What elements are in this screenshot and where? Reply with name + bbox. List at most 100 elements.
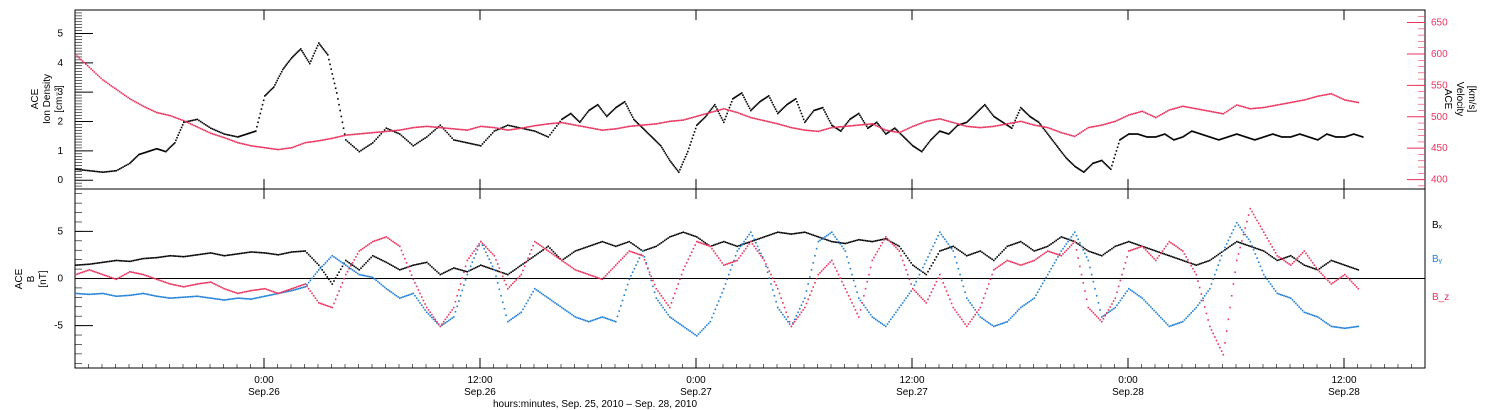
bfield-point [326,276,329,278]
bfield-point [814,234,816,237]
density-point [683,158,686,161]
bfield-point [630,274,632,277]
bfield-point [496,282,499,284]
velocity-point [127,96,129,99]
density-point [1143,135,1146,138]
bfield-point [960,251,963,254]
bfield-point [485,251,487,254]
density-point [215,129,217,132]
velocity-point [1330,92,1333,95]
bfield-point [1239,241,1241,244]
velocity-point [245,143,248,146]
bfield-point [729,269,732,271]
bfield-point [383,286,386,289]
bfield-point [161,256,163,258]
bfield-point [118,259,121,262]
velocity-point [1087,126,1090,129]
density-point [572,114,574,117]
density-point [804,121,806,124]
velocity-point [454,128,457,130]
bfield-point [1202,297,1204,299]
density-point [1130,133,1132,135]
velocity-point [1045,126,1047,129]
bfield-point [991,273,993,276]
velocity-point [459,128,462,131]
velocity-point [1230,107,1233,110]
density-point [815,109,817,111]
bfield-point [714,243,717,246]
bfield-point [414,264,416,266]
bfield-point [1050,267,1052,270]
bfield-point [118,276,121,279]
bfield-point [103,261,106,263]
bfield-point [994,267,997,270]
density-point [1018,109,1021,112]
bfield-point [810,290,813,292]
bfield-point [304,283,307,285]
velocity-point [665,121,668,123]
bfield-point [547,250,550,252]
density-point [917,148,920,151]
velocity-point [846,125,848,128]
velocity-point [1322,94,1324,97]
velocity-point [1107,122,1110,125]
top-ytick-label: 0 [57,175,63,186]
bfield-point [1225,243,1228,245]
density-point [279,73,282,75]
velocity-point [88,66,91,69]
bfield-point [743,243,745,245]
bfield-point [157,279,160,281]
bfield-point [1080,245,1083,248]
bfield-point [1291,262,1294,265]
bfield-point [1187,261,1189,264]
velocity-point [729,109,732,112]
density-point [854,114,857,117]
velocity-point [1268,105,1270,108]
density-point [795,98,797,100]
bfield-point [665,311,668,314]
density-point [251,131,254,134]
velocity-point [405,128,408,130]
bfield-point [434,269,437,271]
bfield-point [1139,244,1142,247]
density-point [859,114,861,117]
bfield-point [932,245,934,248]
velocity-point [966,125,968,128]
velocity-point [878,126,880,128]
bfield-point [1171,243,1174,245]
velocity-point [324,138,327,141]
bfield-point [869,266,872,269]
bfield-point [377,257,379,260]
velocity-point [1232,106,1235,109]
velocity-point [815,130,818,133]
density-point [759,100,761,103]
density-point [1029,115,1031,118]
bfield-point [819,236,821,239]
bfield-point [348,267,350,270]
bfield-point [1222,353,1225,356]
bfield-point [1035,294,1037,296]
bfield-point [331,306,334,309]
bfield-point [874,253,877,256]
velocity-point [355,133,357,136]
bfield-point [1131,290,1133,292]
bfield-point [679,232,681,235]
bfield-point [746,241,749,244]
density-point [1263,136,1265,138]
velocity-point [1276,104,1279,106]
bfield-point [588,273,590,276]
density-point [1274,133,1276,136]
bfield-point [253,297,256,300]
density-point [277,77,280,80]
bfield-point [1229,245,1231,248]
bfield-point [837,241,840,244]
density-point [129,162,131,165]
density-point [742,94,744,96]
velocity-point [302,142,305,145]
bfield-point [783,232,786,234]
density-point [1138,133,1140,136]
velocity-point [434,126,437,128]
bfield-point [1224,342,1226,344]
bfield-point [412,264,415,266]
bfield-point [1099,319,1101,321]
